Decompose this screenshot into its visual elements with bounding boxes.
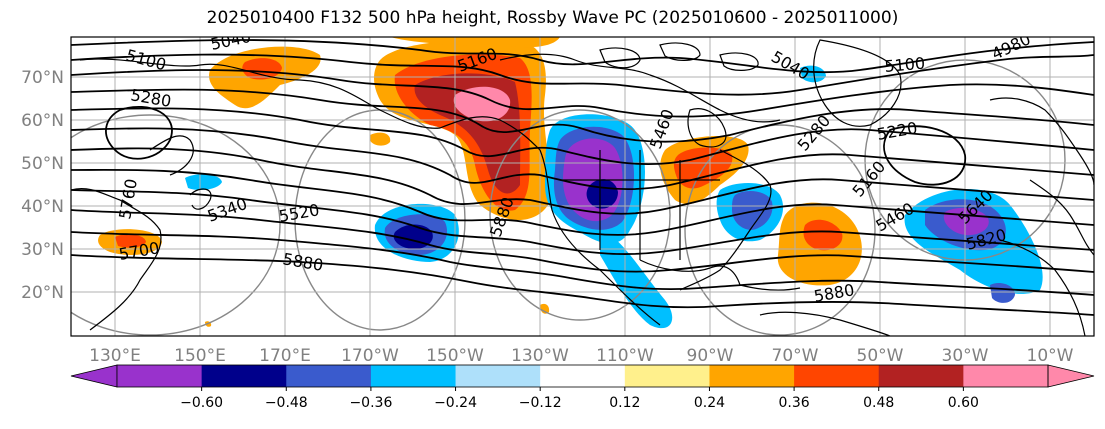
lat-label: 30°N: [21, 240, 64, 260]
lon-label: 110°W: [596, 346, 654, 366]
lon-label: 150°W: [426, 346, 484, 366]
lat-label: 60°N: [21, 111, 64, 131]
lon-label: 130°E: [89, 346, 141, 366]
lon-label: 170°E: [259, 346, 311, 366]
colorbar-tick-label: −0.24: [434, 395, 477, 411]
colorbar-tick-label: −0.48: [265, 395, 308, 411]
colorbar-tick-label: 0.48: [863, 395, 894, 411]
lon-label: 30°W: [942, 346, 989, 366]
colorbar-segment: [286, 365, 372, 387]
colorbar-tick-label: −0.60: [180, 395, 223, 411]
lat-label: 40°N: [21, 197, 64, 217]
colorbar-segment: [709, 365, 795, 387]
colorbar-tick-label: −0.12: [519, 395, 562, 411]
colorbar-segment: [201, 365, 287, 387]
colorbar-segment: [540, 365, 626, 387]
colorbar-border: [116, 364, 1049, 388]
colorbar-segment: [370, 365, 457, 387]
colorbar-segment: [117, 365, 203, 387]
map-title: 2025010400 F132 500 hPa height, Rossby W…: [206, 8, 899, 28]
lon-label: 130°W: [511, 346, 569, 366]
lon-label: 50°W: [857, 346, 904, 366]
height-contours: [71, 39, 1094, 316]
colorbar-tick-label: 0.36: [779, 395, 810, 411]
map-frame: [70, 36, 1095, 337]
colorbar-tick-label: 0.60: [948, 395, 979, 411]
lon-label: 170°W: [341, 346, 399, 366]
colorbar-tick-label: 0.12: [609, 395, 640, 411]
colorbar-tick-label: −0.36: [349, 395, 392, 411]
lon-labels: 130°E 150°E 170°E 170°W 150°W 130°W 110°…: [89, 346, 1074, 366]
lon-label: 10°W: [1027, 346, 1074, 366]
map-layer: 5040 5100 5280 5160 5040 4980 5100 5220 …: [71, 37, 1094, 336]
colorbar-under-triangle: [70, 364, 118, 388]
lat-label: 20°N: [21, 283, 64, 303]
colorbar-over-triangle: [1047, 364, 1095, 388]
lon-label: 70°W: [772, 346, 819, 366]
lon-label: 150°E: [174, 346, 226, 366]
colorbar-segment: [963, 365, 1049, 387]
colorbar-tick-label: 0.24: [694, 395, 725, 411]
lat-label: 70°N: [21, 68, 64, 88]
gridlines: [71, 37, 1094, 336]
lon-label: 90°W: [687, 346, 734, 366]
colorbar-segment: [624, 365, 710, 387]
colorbar-segment: [794, 365, 880, 387]
colorbar-segment: [455, 365, 541, 387]
lat-labels: 70°N 60°N 50°N 40°N 30°N 20°N: [21, 68, 64, 303]
lat-label: 50°N: [21, 154, 64, 174]
contour-label: 5100: [884, 54, 926, 76]
colorbar: −0.60 −0.48 −0.36 −0.24 −0.12 0.12 0.24 0.36 0.4…: [70, 364, 1095, 411]
colorbar-segment: [878, 365, 964, 387]
